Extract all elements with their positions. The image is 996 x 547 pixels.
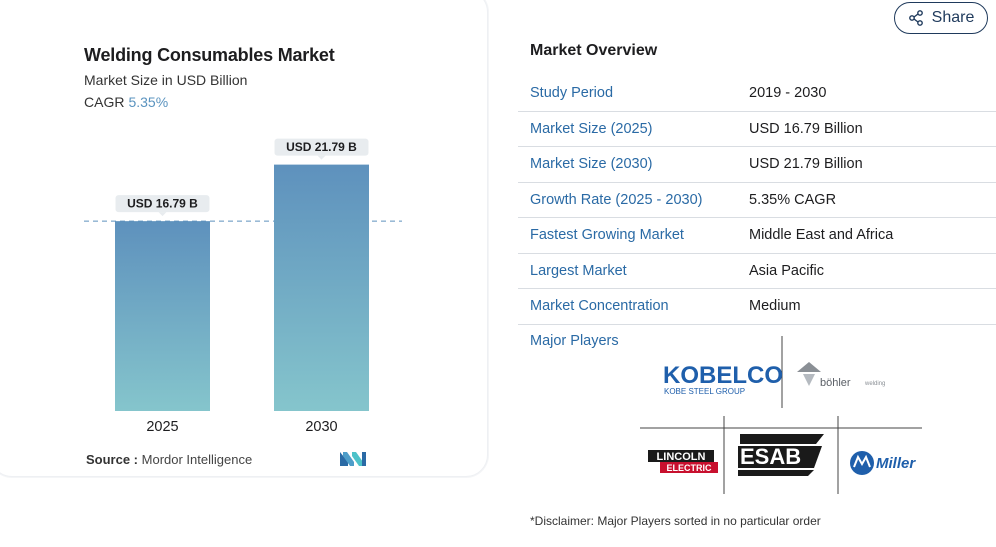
data-label-pointer xyxy=(158,212,167,217)
esab-logo: ESAB xyxy=(738,434,824,476)
miller-wordmark: Miller xyxy=(876,455,916,472)
lincoln-subtext: ELECTRIC xyxy=(667,463,713,473)
share-label: Share xyxy=(931,9,975,26)
major-players-label[interactable]: Major Players xyxy=(530,333,619,349)
row-value: USD 16.79 Billion xyxy=(749,120,863,137)
row-value: USD 21.79 Billion xyxy=(749,156,863,173)
data-label: USD 16.79 B xyxy=(127,197,198,211)
row-key[interactable]: Largest Market xyxy=(530,262,627,279)
source-note: Source : Mordor Intelligence xyxy=(86,452,252,467)
source-label: Source : xyxy=(86,452,139,467)
bar-2025 xyxy=(115,221,210,411)
kobelco-logo: KOBELCO KOBE STEEL GROUP xyxy=(663,362,783,396)
row-value: Middle East and Africa xyxy=(749,227,894,244)
miller-logo: Miller xyxy=(850,451,916,475)
bohler-subtext: welding xyxy=(864,381,885,387)
overview-row: Fastest Growing Market Middle East and Af… xyxy=(518,218,996,254)
row-value: 5.35% CAGR xyxy=(749,191,837,208)
share-button[interactable]: Share xyxy=(894,2,988,34)
data-label-box xyxy=(115,195,210,213)
row-value: 2019 - 2030 xyxy=(749,85,827,102)
bohler-wordmark: böhler xyxy=(820,377,851,389)
x-tick-label: 2030 xyxy=(305,419,337,435)
mordor-intelligence-logo xyxy=(340,452,366,466)
lincoln-wordmark: LINCOLN xyxy=(657,451,706,463)
row-key[interactable]: Fastest Growing Market xyxy=(530,227,684,244)
data-label: USD 21.79 B xyxy=(286,140,357,154)
data-label-pointer xyxy=(317,155,326,160)
chart-card xyxy=(0,0,488,477)
row-key[interactable]: Market Concentration xyxy=(530,298,669,315)
overview-row: Market Size (2030) USD 21.79 Billion xyxy=(518,147,996,183)
overview-row: Growth Rate (2025 - 2030) 5.35% CAGR xyxy=(518,183,996,218)
cagr-line: CAGR 5.35% xyxy=(84,94,168,110)
esab-wordmark: ESAB xyxy=(740,444,801,469)
disclaimer: *Disclaimer: Major Players sorted in no … xyxy=(530,514,821,528)
row-key[interactable]: Study Period xyxy=(530,85,614,102)
source-value: Mordor Intelligence xyxy=(141,452,253,467)
lincoln-electric-logo: LINCOLN ELECTRIC xyxy=(648,450,718,473)
overview-row: Market Size (2025) USD 16.79 Billion xyxy=(518,112,996,147)
row-key[interactable]: Market Size (2025) xyxy=(530,120,653,137)
overview-row: Market Concentration Medium xyxy=(518,289,996,325)
share-icon xyxy=(908,10,923,26)
bohler-logo: böhler welding xyxy=(797,362,885,389)
chart-title: Welding Consumables Market xyxy=(84,45,335,65)
kobelco-wordmark: KOBELCO xyxy=(663,362,783,389)
cagr-label: CAGR xyxy=(84,94,125,110)
x-tick-label: 2025 xyxy=(146,419,178,435)
overview-title: Market Overview xyxy=(530,42,658,59)
row-key[interactable]: Market Size (2030) xyxy=(530,156,653,173)
major-players-logos: KOBELCO KOBE STEEL GROUP böhler welding … xyxy=(640,336,922,494)
bar-chart: USD 16.79 B 2025 USD 21.79 B 2030 xyxy=(84,138,402,435)
data-label-box xyxy=(274,138,369,156)
kobelco-subtext: KOBE STEEL GROUP xyxy=(664,387,745,396)
chart-subtitle: Market Size in USD Billion xyxy=(84,72,248,88)
cagr-value: 5.35% xyxy=(128,94,169,110)
row-value: Medium xyxy=(749,298,801,315)
row-key[interactable]: Growth Rate (2025 - 2030) xyxy=(530,191,703,208)
bar-2030 xyxy=(274,164,369,411)
overview-table: Study Period 2019 - 2030 Market Size (202… xyxy=(518,76,996,325)
overview-row: Largest Market Asia Pacific xyxy=(518,254,996,289)
overview-row: Study Period 2019 - 2030 xyxy=(518,76,996,112)
row-value: Asia Pacific xyxy=(749,262,824,279)
